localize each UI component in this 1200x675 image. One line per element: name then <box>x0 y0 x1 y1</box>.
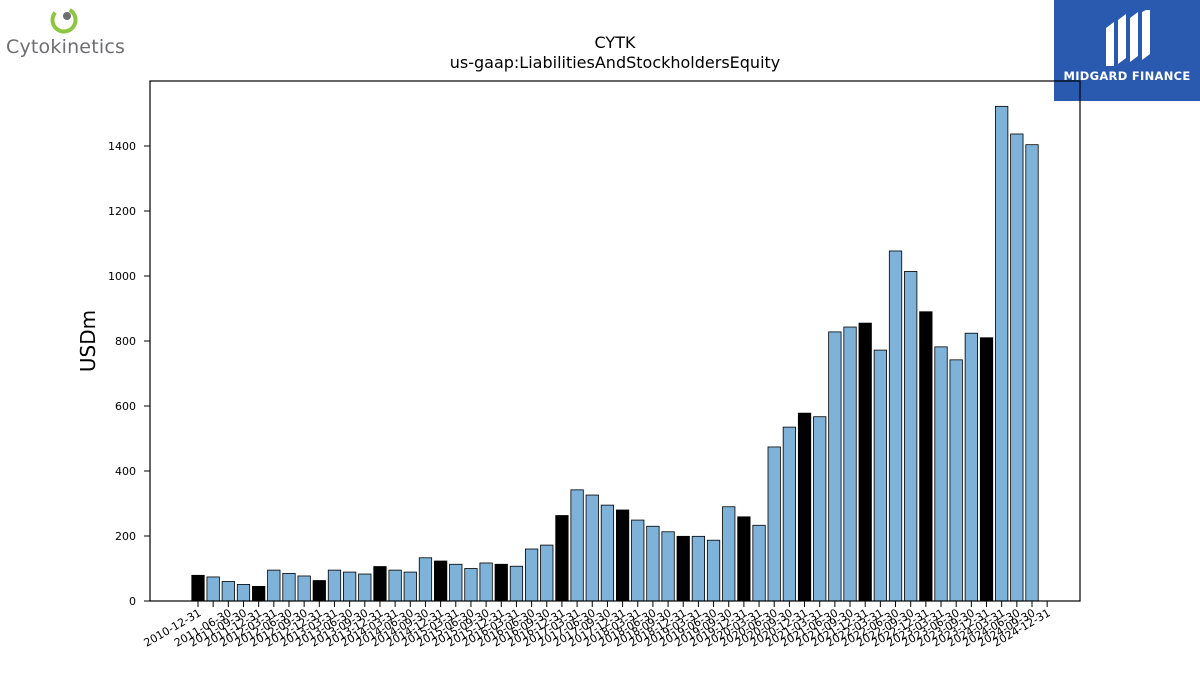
bar-2018-06-30 <box>646 525 660 602</box>
y-tick-label: 1200 <box>108 205 136 218</box>
bar-2022-03-31 <box>873 349 887 602</box>
bar-2016-09-30 <box>540 544 554 602</box>
bar-2020-03-31 <box>752 524 766 602</box>
midgard-finance-logo: MIDGARD FINANCE <box>1054 0 1200 101</box>
bar-2021-06-30 <box>828 331 842 602</box>
bar-2011-12-31 <box>252 585 266 602</box>
y-axis: 0 200 400 600 800 1000 1200 1400 <box>108 140 150 608</box>
plot-bars <box>191 105 1039 602</box>
x-axis: 2010-12-312011-06-302011-09-302011-12-31… <box>142 601 1053 650</box>
bar-2018-09-30 <box>661 531 675 602</box>
bar-2014-12-31 <box>434 560 448 602</box>
bar-2022-09-30 <box>904 271 918 602</box>
bar-2024-03-31 <box>995 105 1009 602</box>
plot-frame <box>149 80 1081 602</box>
bar-2017-06-30 <box>585 494 599 602</box>
bar-2013-09-30 <box>358 573 372 602</box>
chart-subtitle: us-gaap:LiabilitiesAndStockholdersEquity <box>450 53 781 72</box>
bar-2024-06-30 <box>1010 133 1024 602</box>
bar-2023-03-31 <box>934 346 948 602</box>
bar-2016-06-30 <box>524 548 539 602</box>
midgard-wordmark: MIDGARD FINANCE <box>1063 69 1191 83</box>
bar-2023-06-30 <box>949 359 963 602</box>
bar-2015-09-30 <box>479 562 493 602</box>
bar-2011-09-30 <box>236 584 251 602</box>
bar-2018-03-31 <box>631 519 645 602</box>
bar-2014-03-31 <box>388 569 402 602</box>
bar-2014-06-30 <box>403 571 417 602</box>
bar-2013-06-30 <box>343 571 357 602</box>
cytokinetics-logo: Cytokinetics <box>0 0 130 64</box>
y-tick-label: 800 <box>115 335 136 348</box>
cytokinetics-mark-icon <box>50 6 78 34</box>
bar-2013-12-31 <box>373 566 387 602</box>
bar-2019-12-31 <box>737 516 751 602</box>
y-tick-label: 200 <box>115 530 136 543</box>
midgard-mark-icon <box>1106 10 1150 66</box>
y-tick-label: 0 <box>129 595 136 608</box>
bar-2010-12-31 <box>191 574 205 602</box>
bar-2012-09-30 <box>297 575 311 602</box>
chart-title: CYTK <box>595 33 636 52</box>
cytokinetics-wordmark: Cytokinetics <box>6 36 126 58</box>
bar-2022-12-31 <box>919 311 933 602</box>
bar-2016-12-31 <box>555 515 569 602</box>
bar-2013-03-31 <box>327 569 342 602</box>
bar-2023-09-30 <box>964 332 978 602</box>
bar-2017-03-31 <box>570 489 584 602</box>
y-tick-label: 600 <box>115 400 136 413</box>
bar-2024-09-30 <box>1025 144 1039 602</box>
bar-2021-12-31 <box>858 322 872 602</box>
bar-2015-06-30 <box>464 568 478 602</box>
bar-2020-09-30 <box>782 426 796 602</box>
y-tick-label: 400 <box>115 465 136 478</box>
bar-2015-12-31 <box>494 563 508 602</box>
y-axis-label: USDm <box>76 310 100 372</box>
bar-2021-09-30 <box>843 326 857 602</box>
bar-2019-06-30 <box>706 539 721 602</box>
bar-2015-03-31 <box>449 563 463 602</box>
y-tick-label: 1400 <box>108 140 136 153</box>
bar-2019-09-30 <box>722 506 736 602</box>
bar-2014-09-30 <box>418 557 433 602</box>
bar-2023-12-31 <box>979 337 994 602</box>
bar-2011-03-31 <box>206 576 220 602</box>
bar-2020-12-31 <box>797 412 812 602</box>
bar-2012-03-31 <box>267 569 281 602</box>
bar-2012-12-31 <box>312 580 326 602</box>
y-tick-label: 1000 <box>108 270 136 283</box>
bar-2012-06-30 <box>282 572 296 602</box>
bar-2017-09-30 <box>600 504 615 602</box>
bar-2019-03-31 <box>691 535 706 602</box>
bar-2011-06-30 <box>221 581 235 602</box>
bar-2017-12-31 <box>615 509 630 602</box>
bar-2021-03-31 <box>813 416 827 602</box>
bar-2020-06-30 <box>767 446 781 602</box>
bar-2016-03-31 <box>509 565 524 602</box>
bar-2018-12-31 <box>676 535 690 602</box>
bar-2022-06-30 <box>888 250 903 602</box>
